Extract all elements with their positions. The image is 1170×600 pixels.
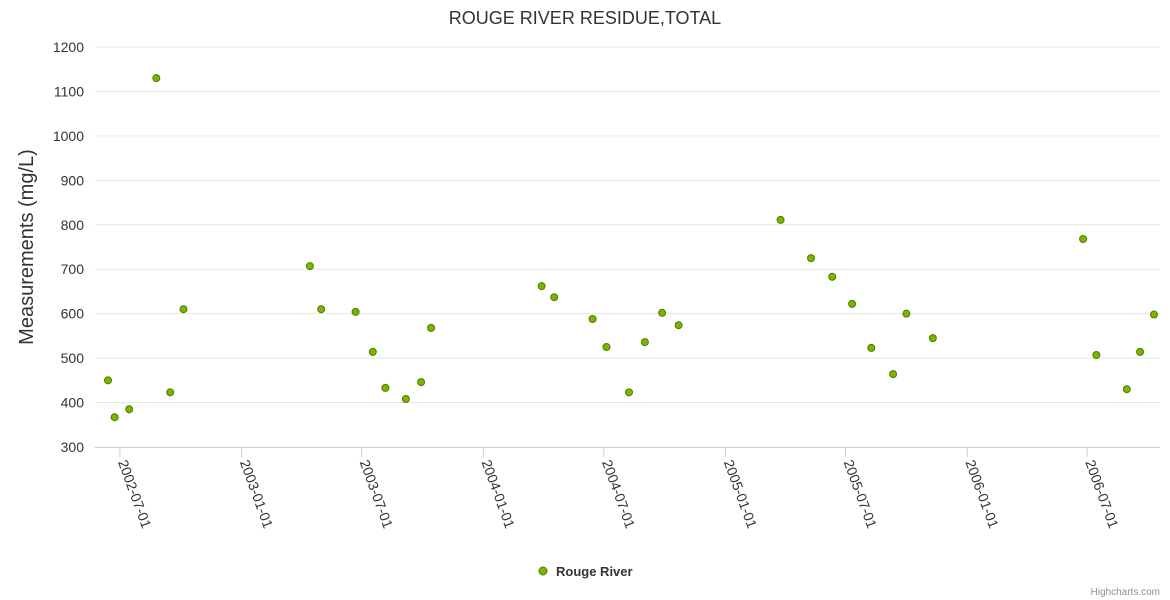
data-point[interactable] <box>166 388 175 397</box>
data-point[interactable] <box>889 370 898 379</box>
y-axis-ticks: 300 400 500 600 700 800 900 1000 1100 1200 <box>53 39 84 455</box>
data-point[interactable] <box>640 338 649 347</box>
data-point[interactable] <box>674 321 683 330</box>
data-point[interactable] <box>317 305 326 314</box>
data-point[interactable] <box>351 307 360 316</box>
chart-title: ROUGE RIVER RESIDUE,TOTAL <box>449 8 721 28</box>
data-point[interactable] <box>1149 310 1158 319</box>
legend-marker <box>538 566 548 576</box>
series-rouge-river <box>104 74 1158 422</box>
data-point[interactable] <box>1122 385 1131 394</box>
data-point[interactable] <box>305 262 314 271</box>
data-point[interactable] <box>588 315 597 323</box>
data-point[interactable] <box>807 254 816 263</box>
data-point[interactable] <box>417 378 426 387</box>
data-point[interactable] <box>828 272 837 281</box>
data-point[interactable] <box>1092 351 1101 359</box>
data-point[interactable] <box>902 309 911 318</box>
y-tick-label: 900 <box>61 172 85 188</box>
y-axis-label: Measurements (mg/L) <box>16 149 38 345</box>
data-point[interactable] <box>125 405 134 414</box>
y-tick-label: 1200 <box>53 39 84 55</box>
data-point[interactable] <box>110 413 119 422</box>
y-tick-label: 500 <box>61 350 85 366</box>
data-point[interactable] <box>550 293 559 302</box>
data-point[interactable] <box>381 383 390 392</box>
data-point[interactable] <box>179 305 188 314</box>
grid-lines <box>95 46 1160 404</box>
data-point[interactable] <box>776 215 785 224</box>
data-point[interactable] <box>624 388 633 397</box>
data-point[interactable] <box>1079 235 1088 243</box>
data-point[interactable] <box>1136 347 1145 356</box>
data-point[interactable] <box>537 282 546 291</box>
y-tick-label: 1000 <box>53 128 84 144</box>
legend[interactable]: Rouge River <box>538 564 633 579</box>
data-point[interactable] <box>368 347 377 356</box>
data-point[interactable] <box>401 395 410 403</box>
y-tick-label: 300 <box>61 439 85 455</box>
y-tick-label: 1100 <box>54 83 84 99</box>
data-point[interactable] <box>427 323 436 332</box>
y-tick-label: 800 <box>61 217 85 233</box>
data-point[interactable] <box>104 376 112 385</box>
credits-link[interactable]: Highcharts.com <box>1091 587 1160 598</box>
data-point[interactable] <box>658 308 667 317</box>
data-point[interactable] <box>867 343 876 352</box>
y-tick-label: 600 <box>61 306 85 322</box>
y-tick-label: 400 <box>61 395 85 411</box>
y-tick-label: 700 <box>61 261 85 277</box>
data-point[interactable] <box>848 299 857 308</box>
data-point[interactable] <box>152 74 161 83</box>
legend-item-label[interactable]: Rouge River <box>556 564 633 579</box>
data-point[interactable] <box>928 334 937 343</box>
data-point[interactable] <box>602 343 611 351</box>
